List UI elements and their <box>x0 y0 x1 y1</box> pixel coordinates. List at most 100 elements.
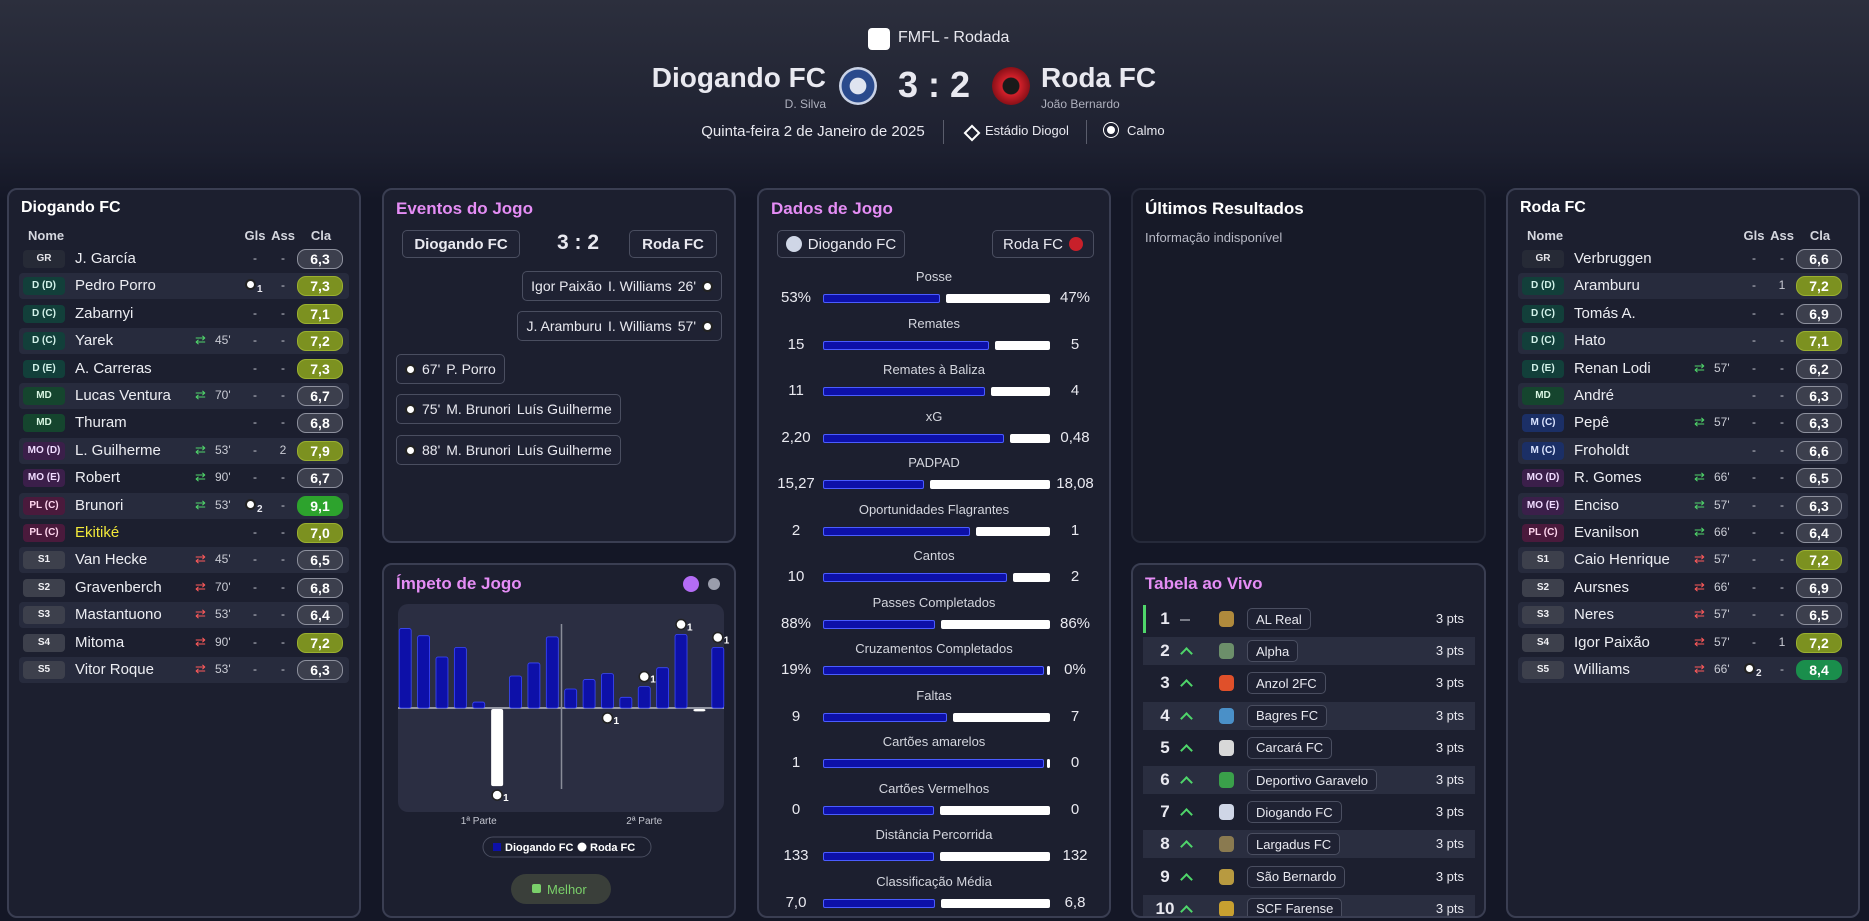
substitution-icon: ⇄ <box>1694 661 1705 676</box>
substitution-minute: 90' <box>215 470 231 485</box>
substitution-minute: 45' <box>215 333 231 348</box>
legend-toggle[interactable] <box>708 578 720 590</box>
goals: - <box>1752 470 1756 485</box>
player-row <box>1518 602 1848 629</box>
goal-count: 1 <box>724 636 730 647</box>
assists: - <box>281 552 285 567</box>
points: 3 pts <box>1435 868 1464 884</box>
position: 2 <box>1160 641 1170 661</box>
assists: - <box>281 525 285 539</box>
rating-badge: 6,9 <box>1796 303 1842 324</box>
team-chip: AL Real <box>1247 608 1311 630</box>
away-value: 132 <box>1062 847 1088 864</box>
goals: - <box>1752 442 1756 457</box>
goal-icon <box>702 320 713 332</box>
stadium-icon <box>963 124 981 142</box>
substitution-icon: ⇄ <box>195 606 206 622</box>
bar <box>509 675 522 709</box>
player-row <box>1518 657 1848 683</box>
bar <box>453 647 467 709</box>
scorer: I. Williams <box>607 318 672 334</box>
points: 3 pts <box>1435 739 1464 755</box>
substitution-icon: ⇄ <box>195 441 206 457</box>
points: 3 pts <box>1435 804 1464 820</box>
substitution-minute: 90' <box>215 634 231 649</box>
substitution-icon: ⇄ <box>195 469 206 485</box>
goal-icon <box>405 403 416 415</box>
separator <box>943 120 944 144</box>
bar <box>435 656 449 709</box>
away-manager: João Bernardo <box>1041 97 1120 111</box>
button[interactable] <box>511 874 611 904</box>
position-badge: S1 <box>1522 551 1564 570</box>
team-chip: Carcará FC <box>1247 736 1333 759</box>
player-name: Aramburu <box>1574 277 1640 295</box>
button-label[interactable]: Melhor <box>547 882 587 897</box>
team-name: Roda FC <box>1002 235 1064 253</box>
player-name: André <box>1574 387 1615 404</box>
goals: - <box>1752 634 1756 649</box>
position-badge: S1 <box>23 551 65 570</box>
goals: - <box>253 525 257 539</box>
substitution-icon: ⇄ <box>195 496 206 512</box>
legend-swatch <box>577 842 587 852</box>
assist: Luís Guilherme <box>516 401 612 417</box>
bar <box>545 636 559 709</box>
substitution-minute: 53' <box>215 607 231 622</box>
home-team-name: Diogando FC <box>651 62 826 93</box>
goal-icon <box>1744 663 1755 674</box>
bar <box>527 662 541 709</box>
panel-title: Roda FC <box>1520 199 1586 216</box>
rating-badge: 6,7 <box>297 468 343 489</box>
goal-icon <box>405 444 416 456</box>
home-value: 7,0 <box>785 893 807 911</box>
header: FMFL - Rodada Diogando FC D. Silva 3 : 2… <box>0 0 1869 180</box>
legend-toggle[interactable] <box>683 576 699 592</box>
bar <box>619 696 633 709</box>
column-header: Gls <box>244 228 266 243</box>
position: 9 <box>1160 866 1170 886</box>
goal-icon <box>638 670 650 683</box>
position-badge: MO (E) <box>23 469 65 488</box>
weather: Calmo <box>1127 123 1165 138</box>
column-header: Nome <box>1527 228 1564 243</box>
event: 88' M. Brunori Luís Guilherme <box>396 435 621 465</box>
assists: - <box>1780 251 1784 265</box>
player-name: Brunori <box>75 496 124 514</box>
position-badge: D (E) <box>23 359 65 378</box>
goal-count: 1 <box>650 675 656 686</box>
position-badge: MD <box>23 414 65 433</box>
goal-count: 1 <box>687 622 693 633</box>
bar <box>491 709 504 787</box>
goal-icon <box>675 618 687 631</box>
bar <box>582 679 596 709</box>
assists: - <box>281 607 285 622</box>
home-bar <box>823 573 1008 582</box>
away-value: 6,8 <box>1064 893 1086 911</box>
position-badge: GR <box>23 250 65 268</box>
substitution-minute: 57' <box>1714 634 1730 649</box>
team-logo <box>1219 739 1234 756</box>
position-badge: S5 <box>23 661 65 679</box>
goals: - <box>253 552 257 567</box>
team-logo <box>1219 707 1234 724</box>
away-bar <box>953 712 1050 722</box>
assists: - <box>1780 415 1784 430</box>
position-badge: D (C) <box>1522 304 1564 323</box>
rating-badge: 6,4 <box>1796 523 1842 543</box>
home-value: 53% <box>780 289 812 306</box>
player-name: Pedro Porro <box>75 277 156 295</box>
player-name: Mitoma <box>75 633 125 651</box>
player-row <box>1518 328 1848 355</box>
substitution-icon: ⇄ <box>195 332 206 348</box>
bar <box>711 647 725 709</box>
player-name: Zabarnyi <box>75 304 134 322</box>
momentum-chart: 1 1 1 1 1 1ª Parte 2ª Parte Diogando FC Roda FC M… <box>398 576 730 904</box>
away-bar <box>1013 573 1050 582</box>
column-header: Ass <box>1770 228 1794 243</box>
team-logo <box>1219 868 1234 885</box>
goal-icon <box>712 631 724 644</box>
assists: - <box>281 305 285 320</box>
player-row <box>1518 273 1848 300</box>
goals: - <box>253 634 257 649</box>
